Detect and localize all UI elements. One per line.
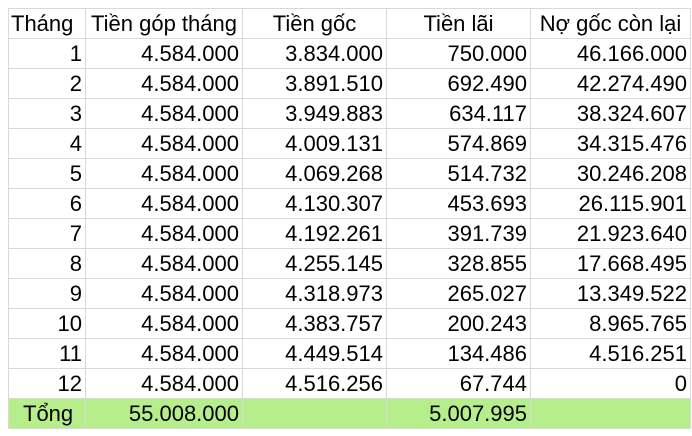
table-row: 12 4.584.000 4.516.256 67.744 0	[8, 368, 691, 399]
cell-monthly-payment[interactable]: 4.584.000	[85, 98, 243, 129]
cell-principal[interactable]: 3.949.883	[242, 98, 387, 129]
total-row: Tổng 55.008.000 5.007.995	[8, 398, 691, 429]
table-row: 2 4.584.000 3.891.510 692.490 42.274.490	[8, 68, 691, 99]
cell-month[interactable]: 4	[8, 128, 86, 159]
cell-monthly-payment[interactable]: 4.584.000	[85, 338, 243, 369]
cell-month[interactable]: 9	[8, 278, 86, 309]
cell-remaining-principal[interactable]: 30.246.208	[530, 158, 691, 189]
cell-interest[interactable]: 265.027	[386, 278, 531, 309]
header-row: Tháng Tiền góp tháng Tiền gốc Tiền lãi N…	[8, 8, 691, 39]
cell-interest[interactable]: 200.243	[386, 308, 531, 339]
cell-principal[interactable]: 4.192.261	[242, 218, 387, 249]
cell-monthly-payment[interactable]: 4.584.000	[85, 368, 243, 399]
cell-interest[interactable]: 574.869	[386, 128, 531, 159]
table-row: 3 4.584.000 3.949.883 634.117 38.324.607	[8, 98, 691, 129]
header-interest[interactable]: Tiền lãi	[386, 8, 531, 39]
cell-principal[interactable]: 4.318.973	[242, 278, 387, 309]
table-row: 9 4.584.000 4.318.973 265.027 13.349.522	[8, 278, 691, 309]
cell-principal[interactable]: 4.069.268	[242, 158, 387, 189]
cell-month[interactable]: 5	[8, 158, 86, 189]
cell-interest[interactable]: 692.490	[386, 68, 531, 99]
cell-remaining-principal[interactable]: 46.166.000	[530, 38, 691, 69]
cell-interest[interactable]: 134.486	[386, 338, 531, 369]
total-remaining[interactable]	[530, 398, 691, 429]
cell-month[interactable]: 8	[8, 248, 86, 279]
cell-monthly-payment[interactable]: 4.584.000	[85, 128, 243, 159]
cell-principal[interactable]: 4.383.757	[242, 308, 387, 339]
cell-interest[interactable]: 391.739	[386, 218, 531, 249]
cell-month[interactable]: 12	[8, 368, 86, 399]
cell-remaining-principal[interactable]: 21.923.640	[530, 218, 691, 249]
table-row: 6 4.584.000 4.130.307 453.693 26.115.901	[8, 188, 691, 219]
header-month[interactable]: Tháng	[8, 8, 86, 39]
cell-remaining-principal[interactable]: 26.115.901	[530, 188, 691, 219]
cell-principal[interactable]: 4.009.131	[242, 128, 387, 159]
cell-interest[interactable]: 453.693	[386, 188, 531, 219]
table-row: 4 4.584.000 4.009.131 574.869 34.315.476	[8, 128, 691, 159]
cell-month[interactable]: 6	[8, 188, 86, 219]
total-payment[interactable]: 55.008.000	[85, 398, 243, 429]
cell-remaining-principal[interactable]: 8.965.765	[530, 308, 691, 339]
header-remaining-principal[interactable]: Nợ gốc còn lại	[530, 8, 691, 39]
cell-month[interactable]: 10	[8, 308, 86, 339]
cell-remaining-principal[interactable]: 34.315.476	[530, 128, 691, 159]
cell-remaining-principal[interactable]: 0	[530, 368, 691, 399]
cell-interest[interactable]: 328.855	[386, 248, 531, 279]
table-body: 1 4.584.000 3.834.000 750.000 46.166.000 2 4.5…	[8, 38, 691, 399]
cell-remaining-principal[interactable]: 38.324.607	[530, 98, 691, 129]
cell-remaining-principal[interactable]: 4.516.251	[530, 338, 691, 369]
header-monthly-payment[interactable]: Tiền góp tháng	[85, 8, 243, 39]
table-row: 1 4.584.000 3.834.000 750.000 46.166.000	[8, 38, 691, 69]
cell-interest[interactable]: 514.732	[386, 158, 531, 189]
cell-monthly-payment[interactable]: 4.584.000	[85, 278, 243, 309]
cell-principal[interactable]: 4.449.514	[242, 338, 387, 369]
cell-monthly-payment[interactable]: 4.584.000	[85, 38, 243, 69]
cell-month[interactable]: 11	[8, 338, 86, 369]
loan-amortization-table: Tháng Tiền góp tháng Tiền gốc Tiền lãi N…	[8, 8, 691, 429]
cell-monthly-payment[interactable]: 4.584.000	[85, 68, 243, 99]
cell-monthly-payment[interactable]: 4.584.000	[85, 188, 243, 219]
cell-month[interactable]: 3	[8, 98, 86, 129]
cell-interest[interactable]: 750.000	[386, 38, 531, 69]
header-principal[interactable]: Tiền gốc	[242, 8, 387, 39]
cell-principal[interactable]: 4.255.145	[242, 248, 387, 279]
cell-month[interactable]: 2	[8, 68, 86, 99]
cell-month[interactable]: 7	[8, 218, 86, 249]
cell-interest[interactable]: 634.117	[386, 98, 531, 129]
cell-monthly-payment[interactable]: 4.584.000	[85, 308, 243, 339]
table-row: 7 4.584.000 4.192.261 391.739 21.923.640	[8, 218, 691, 249]
cell-monthly-payment[interactable]: 4.584.000	[85, 248, 243, 279]
table-row: 11 4.584.000 4.449.514 134.486 4.516.251	[8, 338, 691, 369]
total-label[interactable]: Tổng	[8, 398, 86, 429]
cell-month[interactable]: 1	[8, 38, 86, 69]
cell-principal[interactable]: 3.834.000	[242, 38, 387, 69]
cell-monthly-payment[interactable]: 4.584.000	[85, 218, 243, 249]
total-principal[interactable]	[242, 398, 387, 429]
table-row: 5 4.584.000 4.069.268 514.732 30.246.208	[8, 158, 691, 189]
cell-remaining-principal[interactable]: 42.274.490	[530, 68, 691, 99]
cell-principal[interactable]: 3.891.510	[242, 68, 387, 99]
cell-principal[interactable]: 4.130.307	[242, 188, 387, 219]
cell-monthly-payment[interactable]: 4.584.000	[85, 158, 243, 189]
table-row: 8 4.584.000 4.255.145 328.855 17.668.495	[8, 248, 691, 279]
total-interest[interactable]: 5.007.995	[386, 398, 531, 429]
cell-remaining-principal[interactable]: 17.668.495	[530, 248, 691, 279]
cell-interest[interactable]: 67.744	[386, 368, 531, 399]
cell-principal[interactable]: 4.516.256	[242, 368, 387, 399]
cell-remaining-principal[interactable]: 13.349.522	[530, 278, 691, 309]
table-row: 10 4.584.000 4.383.757 200.243 8.965.765	[8, 308, 691, 339]
